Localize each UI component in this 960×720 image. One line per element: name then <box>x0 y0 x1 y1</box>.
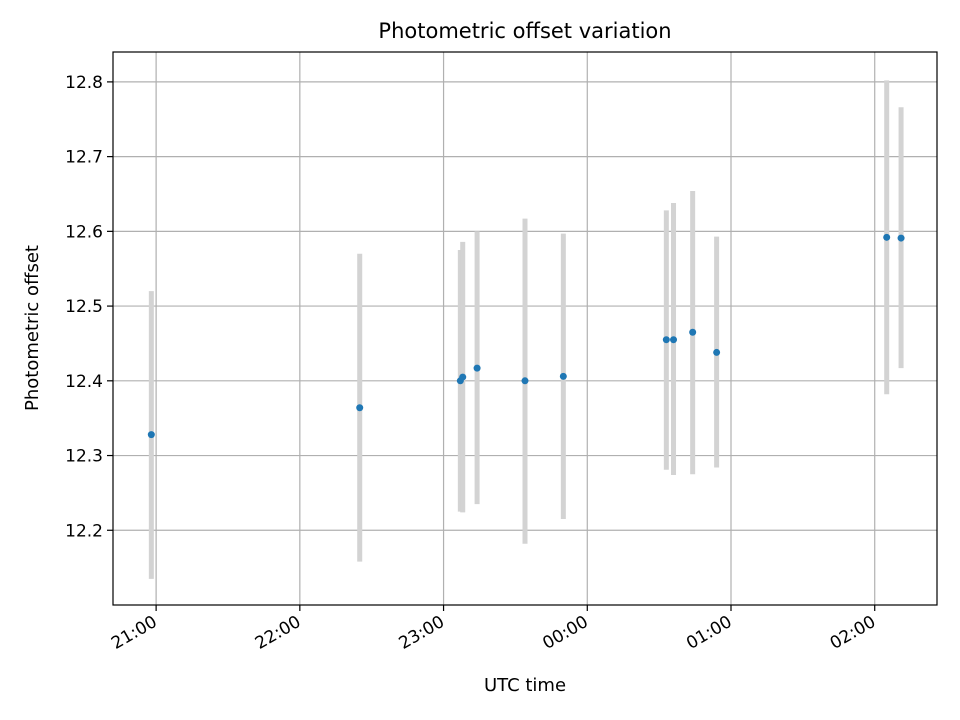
data-point <box>662 336 670 344</box>
data-point <box>559 372 567 380</box>
plot-frame <box>112 51 938 606</box>
y-tick-label: 12.3 <box>65 447 103 467</box>
y-tick-label: 12.7 <box>65 148 103 168</box>
data-point <box>147 431 155 439</box>
x-axis-label: UTC time <box>484 675 566 696</box>
y-tick-label: 12.6 <box>65 222 103 242</box>
y-tick-label: 12.8 <box>65 73 103 93</box>
data-point <box>713 348 721 356</box>
data-points <box>147 233 905 439</box>
data-point <box>459 373 467 381</box>
y-axis-ticks: 12.2 12.3 12.4 12.5 12.6 12.7 12.8 <box>65 73 113 541</box>
data-point <box>521 377 529 385</box>
data-point <box>670 336 678 344</box>
data-point <box>689 328 697 336</box>
data-point <box>883 233 891 241</box>
chart-title: Photometric offset variation <box>378 19 671 43</box>
data-point <box>473 364 481 372</box>
data-point <box>897 234 905 242</box>
y-tick-label: 12.2 <box>65 521 103 541</box>
y-axis-label: Photometric offset <box>22 245 43 411</box>
y-tick-label: 12.4 <box>65 372 103 392</box>
data-point <box>356 404 364 412</box>
y-tick-label: 12.5 <box>65 297 103 317</box>
